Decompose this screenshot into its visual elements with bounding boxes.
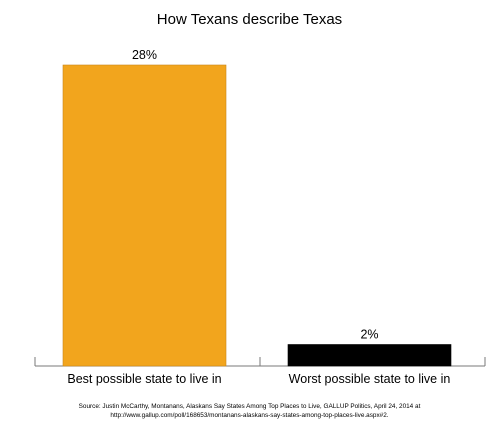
source-note-line-2: http://www.gallup.com/poll/168653/montan… (110, 412, 388, 419)
bar-1 (62, 64, 227, 367)
category-label-2: Worst possible state to live in (289, 372, 451, 386)
value-label-2: 2% (360, 328, 378, 342)
chart-title: How Texans describe Texas (157, 11, 342, 28)
bar-2 (287, 344, 452, 367)
source-note-line-1: Source: Justin McCarthy, Montanans, Alas… (79, 403, 421, 410)
value-label-1: 28% (132, 48, 157, 62)
bars: 28% Best possible state to live in 2% Worst… (62, 48, 452, 386)
category-label-1: Best possible state to live in (67, 372, 221, 386)
